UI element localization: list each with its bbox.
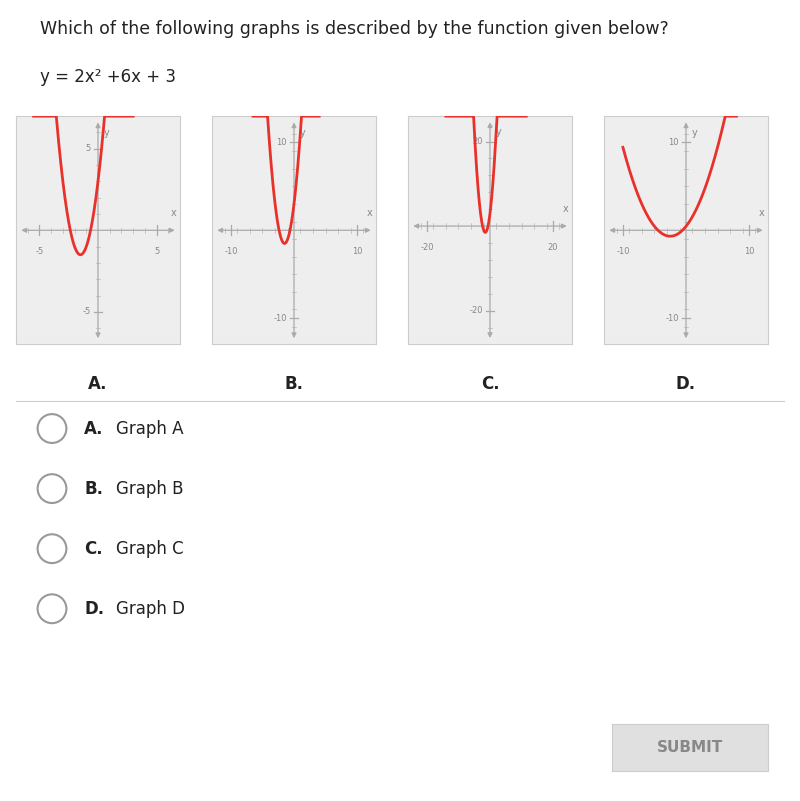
Text: Graph D: Graph D bbox=[116, 600, 185, 618]
Text: 10: 10 bbox=[668, 138, 678, 147]
Text: A.: A. bbox=[84, 420, 103, 437]
Text: x: x bbox=[366, 207, 372, 218]
Text: x: x bbox=[562, 203, 568, 214]
Text: 5: 5 bbox=[86, 144, 90, 153]
Text: Graph B: Graph B bbox=[116, 480, 183, 497]
Text: C.: C. bbox=[481, 375, 499, 392]
Text: B.: B. bbox=[285, 375, 303, 392]
Text: 10: 10 bbox=[744, 248, 754, 256]
Text: y: y bbox=[496, 127, 502, 137]
Text: D.: D. bbox=[84, 600, 104, 618]
Text: SUBMIT: SUBMIT bbox=[657, 740, 723, 755]
Text: D.: D. bbox=[676, 375, 696, 392]
Text: -20: -20 bbox=[469, 306, 482, 315]
Text: 5: 5 bbox=[154, 248, 159, 256]
Text: -5: -5 bbox=[35, 248, 43, 256]
Text: 10: 10 bbox=[352, 248, 362, 256]
Text: -10: -10 bbox=[273, 313, 286, 323]
Text: Graph A: Graph A bbox=[116, 420, 183, 437]
Text: Graph C: Graph C bbox=[116, 540, 184, 557]
Text: x: x bbox=[170, 207, 176, 218]
Text: A.: A. bbox=[88, 375, 108, 392]
Text: -10: -10 bbox=[616, 248, 630, 256]
Text: C.: C. bbox=[84, 540, 102, 557]
Text: y: y bbox=[300, 127, 306, 138]
Text: y: y bbox=[104, 127, 110, 138]
Text: -5: -5 bbox=[82, 308, 90, 316]
Text: y = 2x² +6x + 3: y = 2x² +6x + 3 bbox=[40, 68, 176, 86]
Text: y: y bbox=[692, 127, 698, 138]
Text: 10: 10 bbox=[276, 138, 286, 147]
Text: 20: 20 bbox=[472, 137, 482, 146]
Text: Which of the following graphs is described by the function given below?: Which of the following graphs is describ… bbox=[40, 20, 669, 38]
Text: x: x bbox=[758, 207, 764, 218]
Text: -10: -10 bbox=[665, 313, 678, 323]
Text: B.: B. bbox=[84, 480, 103, 497]
Text: -20: -20 bbox=[420, 244, 434, 252]
Text: 20: 20 bbox=[548, 244, 558, 252]
Text: -10: -10 bbox=[224, 248, 238, 256]
